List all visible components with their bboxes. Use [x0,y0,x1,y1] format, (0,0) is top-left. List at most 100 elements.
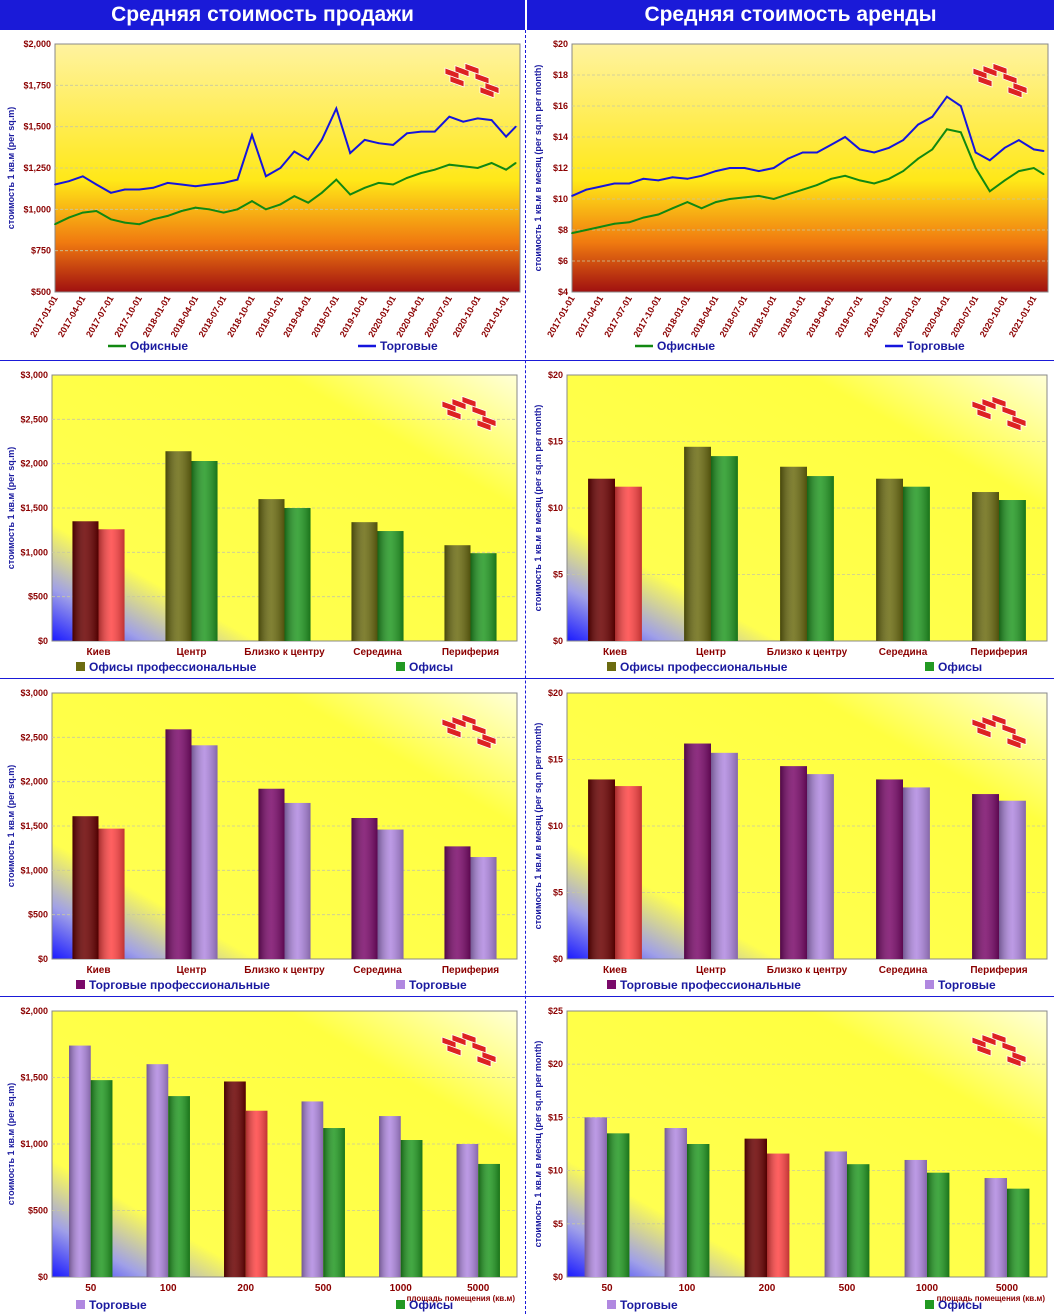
y-tick-label: $5 [553,1219,563,1229]
bar-shade [470,857,497,959]
logo-brick [461,395,477,408]
x-tick-label: 2019-01-01 [776,294,808,339]
logo-brick [1006,1055,1022,1068]
data-point [208,183,210,186]
x-tick-label: 2019-01-01 [253,294,285,339]
x-tick-label: 500 [315,1283,332,1294]
bar-shade [780,766,807,959]
data-point [81,211,84,214]
y-axis-title: стоимость 1 кв.м в месяц (per sq.m per m… [533,405,543,612]
stacked-bricks-logo [444,62,500,99]
y-tick-label: $0 [38,954,48,964]
x-tick-label: 5000 [996,1283,1019,1294]
x-tick-label: Киев [603,965,627,976]
data-point [873,182,876,185]
x-tick-label: 2017-10-01 [112,294,144,339]
y-tick-label: $5 [553,888,563,898]
x-tick-label: 2020-01-01 [891,294,923,339]
data-point [320,138,323,141]
bar-shade [258,788,285,959]
logo-brick [476,737,492,750]
bar-shade [824,1151,847,1277]
y-tick-label: $500 [28,592,48,602]
y-tick-label: $20 [548,688,563,698]
y-axis-title: стоимость 1 кв.м (per sq.m) [6,765,16,887]
legend-label: Торговые [907,339,965,353]
legend-label: Торговые [620,1298,678,1312]
data-point [54,223,56,226]
data-point [1018,170,1020,173]
legend-label: Торговые [380,339,438,353]
x-tick-label: Киев [87,647,111,658]
x-tick-label: 2021-01-01 [1007,294,1039,339]
data-point [743,196,746,199]
sale-by-area-chart: $0 $500 $1,000 $1,500 $2,000 стоимость 1 кв.м… [6,1006,518,1312]
data-point [505,135,508,138]
data-point [714,201,717,204]
x-tick-label: 2018-07-01 [197,294,229,339]
x-tick-label: Центр [696,965,726,976]
y-tick-label: $3,000 [20,688,48,698]
y-tick-label: $12 [553,163,568,173]
y-tick-label: $16 [553,101,568,111]
x-tick-label: 2017-04-01 [56,294,88,339]
data-point [801,151,804,154]
x-tick-label: 2021-01-01 [479,294,511,339]
data-point [152,186,155,189]
data-point [613,182,616,185]
y-tick-label: $4 [558,287,568,297]
data-point [772,198,775,200]
data-point [1003,179,1006,182]
bar-shade [165,729,192,959]
rent-retail-districts-chart: $0 $5 $10 $15 $20 стоимость 1 кв.м в месяц (p… [533,688,1048,992]
data-point [448,163,451,166]
data-point [109,191,112,194]
y-tick-label: $25 [548,1006,563,1016]
logo-brick [991,713,1007,726]
bar-shade [72,816,99,959]
legend-label: Офисы профессиональные [89,660,257,674]
data-point [335,107,338,110]
y-tick-label: $1,500 [23,122,51,132]
x-tick-label: Середина [879,647,928,658]
x-tick-label: 2019-04-01 [281,294,313,339]
logo-brick [976,408,992,421]
data-point [1003,146,1006,149]
x-tick-label: 2018-04-01 [169,294,201,339]
y-tick-label: $2,000 [23,39,51,49]
bar-shade [767,1153,790,1277]
x-tick-label: 2017-01-01 [545,294,577,339]
x-tick-label: 1000 [916,1283,939,1294]
bar-shade [444,545,471,641]
data-point [988,159,991,162]
x-tick-label: 2018-01-01 [141,294,173,339]
data-point [888,177,890,180]
y-axis-title: стоимость 1 кв.м (per sq.m) [6,107,16,229]
data-point [628,182,631,185]
bar-shade [744,1138,767,1277]
logo-brick [451,398,467,411]
stacked-bricks-logo [441,713,497,750]
data-point [420,172,423,174]
data-point [959,131,962,134]
x-tick-label: 2020-07-01 [949,294,981,339]
y-tick-label: $2,000 [20,1006,48,1016]
sale-retail-districts-chart: $0 $500 $1,000 $1,500 $2,000 $2,500 $3,000 стои… [6,688,518,992]
legend-swatch [76,662,85,671]
bar-shade [876,779,903,959]
x-tick-label: 2020-04-01 [920,294,952,339]
bar-shade [168,1096,190,1277]
bar-shade [999,800,1026,959]
y-tick-label: $10 [548,503,563,513]
y-tick-label: $0 [38,1272,48,1282]
series-line [571,128,1045,235]
logo-brick [981,716,997,729]
logo-brick [982,65,998,78]
x-tick-label: 2020-10-01 [978,294,1010,339]
data-point [974,151,977,154]
y-tick-label: $1,000 [20,547,48,557]
data-point [264,175,267,178]
x-tick-label: 2019-04-01 [804,294,836,339]
logo-brick [1001,405,1017,418]
data-point [377,142,380,145]
